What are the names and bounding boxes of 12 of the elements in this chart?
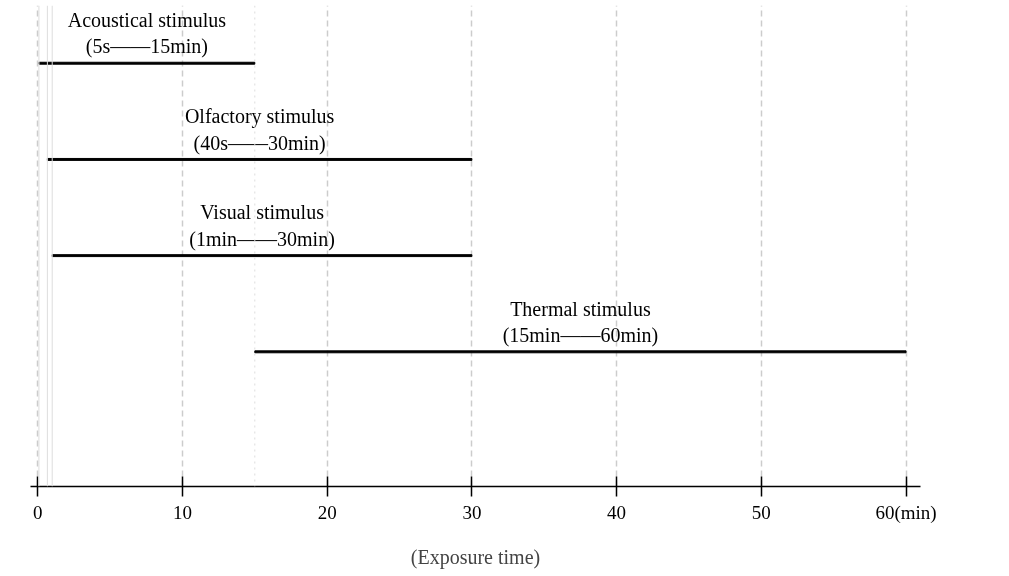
x-tick-label: 20 (317, 501, 337, 523)
y-tick-label: Acoustical stimulus (5s——15min) (67, 9, 227, 59)
x-axis-title: (Exposure time) (410, 545, 541, 569)
y-tick-label: Visual stimulus (1min——30min) (189, 201, 335, 251)
x-tick-label: 40 (607, 501, 627, 523)
y-tick-label: Thermal stimulus (15min——60min) (502, 297, 659, 348)
x-tick-label: 30 (462, 501, 482, 523)
y-tick-label: Olfactory stimulus (40s——30min) (184, 105, 335, 155)
x-tick-label: 10 (172, 501, 192, 523)
x-tick-label: 50 (751, 501, 771, 523)
x-tick-label: 60(min) (875, 501, 937, 524)
x-tick-label: 0 (32, 501, 43, 523)
